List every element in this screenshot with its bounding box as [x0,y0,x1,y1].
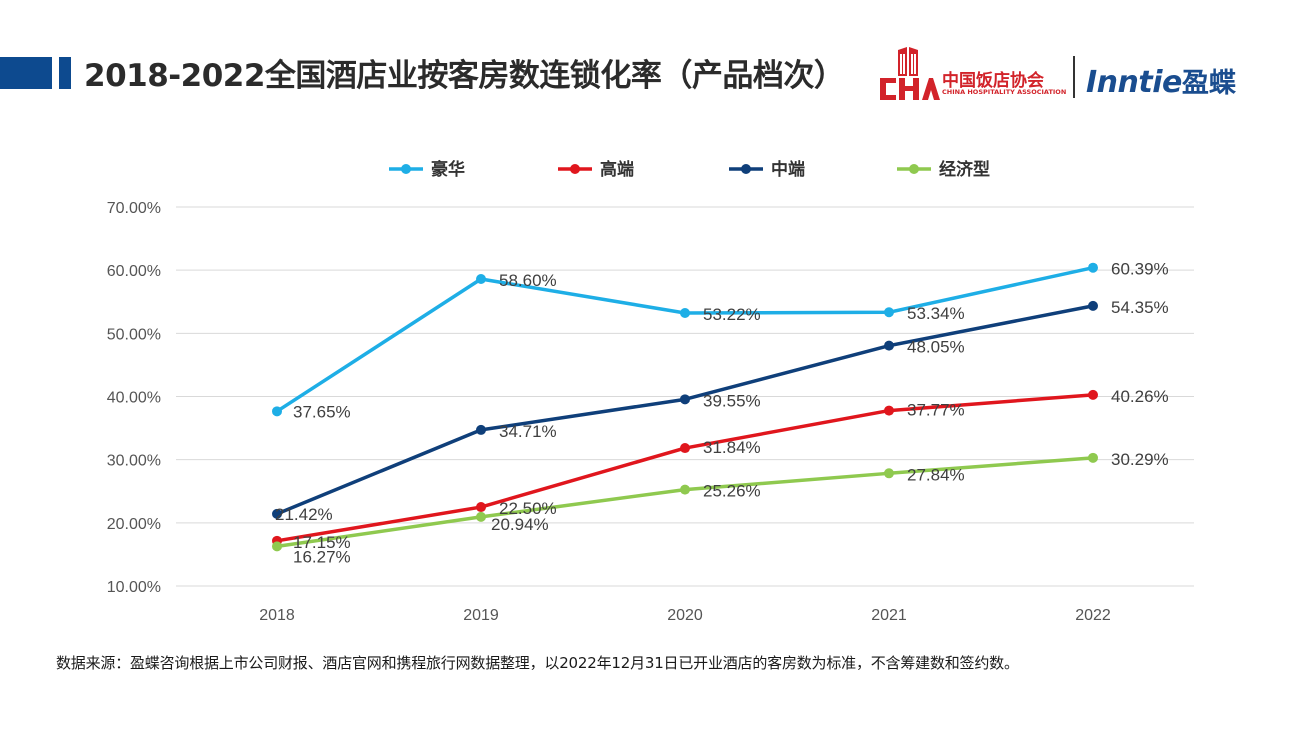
data-label: 25.26% [703,482,761,501]
x-tick-label: 2018 [259,607,295,624]
data-point [884,405,894,416]
data-label: 22.50% [499,499,557,518]
series-line [275,456,1095,549]
data-source-footnote: 数据来源：盈蝶咨询根据上市公司财报、酒店官网和携程旅行网数据整理，以2022年1… [56,654,1019,672]
data-label: 48.05% [907,338,965,357]
data-point [1088,262,1098,273]
data-point [884,340,894,351]
y-tick-label: 70.00% [107,200,161,217]
data-label: 21.42% [275,505,333,524]
data-label: 39.55% [703,391,761,410]
legend-marker [401,164,411,174]
inntie-logo-cn: 盈蝶 [1181,68,1236,99]
y-tick-label: 10.00% [107,579,161,596]
data-label: 53.22% [703,305,761,324]
data-point [476,424,486,435]
data-label: 40.26% [1111,387,1169,406]
legend-label: 高端 [600,159,634,180]
legend-label: 豪华 [431,159,465,180]
data-label: 37.65% [293,402,351,421]
legend-marker [570,164,580,174]
inntie-logo: Inntie盈蝶 [1086,61,1236,100]
title-accent-bar [0,57,52,89]
title-accent-bar-small [59,57,71,89]
data-point [272,508,282,519]
y-tick-label: 40.00% [107,390,161,407]
data-label: 53.34% [907,304,965,323]
data-point [680,394,690,405]
data-label: 58.60% [499,271,557,290]
y-tick-label: 50.00% [107,326,161,343]
data-label: 54.35% [1111,298,1169,317]
chain-rate-line-chart: 10.00% 20.00% 30.00% 40.00% 50.00% 60.00% 70.0… [107,159,1194,624]
data-label: 37.77% [907,401,965,420]
x-tick-label: 2022 [1075,607,1111,624]
inntie-logo-en: Inntie [1086,65,1182,100]
y-tick-label: 20.00% [107,516,161,533]
data-point [272,406,282,417]
data-point [1088,452,1098,463]
data-point [476,502,486,513]
data-point [1088,300,1098,311]
y-tick-label: 30.00% [107,453,161,470]
x-tick-label: 2019 [463,607,499,624]
data-point [272,541,282,552]
legend-label: 中端 [771,159,805,180]
data-point [1088,389,1098,400]
logo-divider [1073,56,1075,98]
cha-logo-english-text: CHINA HOSPITALITY ASSOCIATION [942,88,1067,96]
data-label: 20.94% [491,515,549,534]
page-title: 2018-2022全国酒店业按客房数连锁化率（产品档次） [84,58,845,94]
data-point [680,307,690,318]
legend-label: 经济型 [939,159,990,180]
data-point [680,484,690,495]
data-point [476,511,486,522]
data-point [884,307,894,318]
data-label: 31.84% [703,438,761,457]
china-hospitality-association-logo-icon [880,47,940,100]
data-label: 27.84% [907,465,965,484]
data-point [884,468,894,479]
data-label: 60.39% [1111,260,1169,279]
x-tick-label: 2021 [871,607,907,624]
data-point [680,443,690,454]
data-label: 17.15% [293,533,351,552]
data-point [476,274,486,285]
data-label: 34.71% [499,422,557,441]
data-label: 16.27% [293,547,351,566]
cha-logo-chinese-text: 中国饭店协会 [942,71,1044,91]
x-tick-label: 2020 [667,607,703,624]
data-label: 30.29% [1111,450,1169,469]
series-line [275,304,1095,516]
legend-marker [909,164,919,174]
legend-marker [741,164,751,174]
y-tick-label: 60.00% [107,263,161,280]
series-line [275,265,1095,414]
